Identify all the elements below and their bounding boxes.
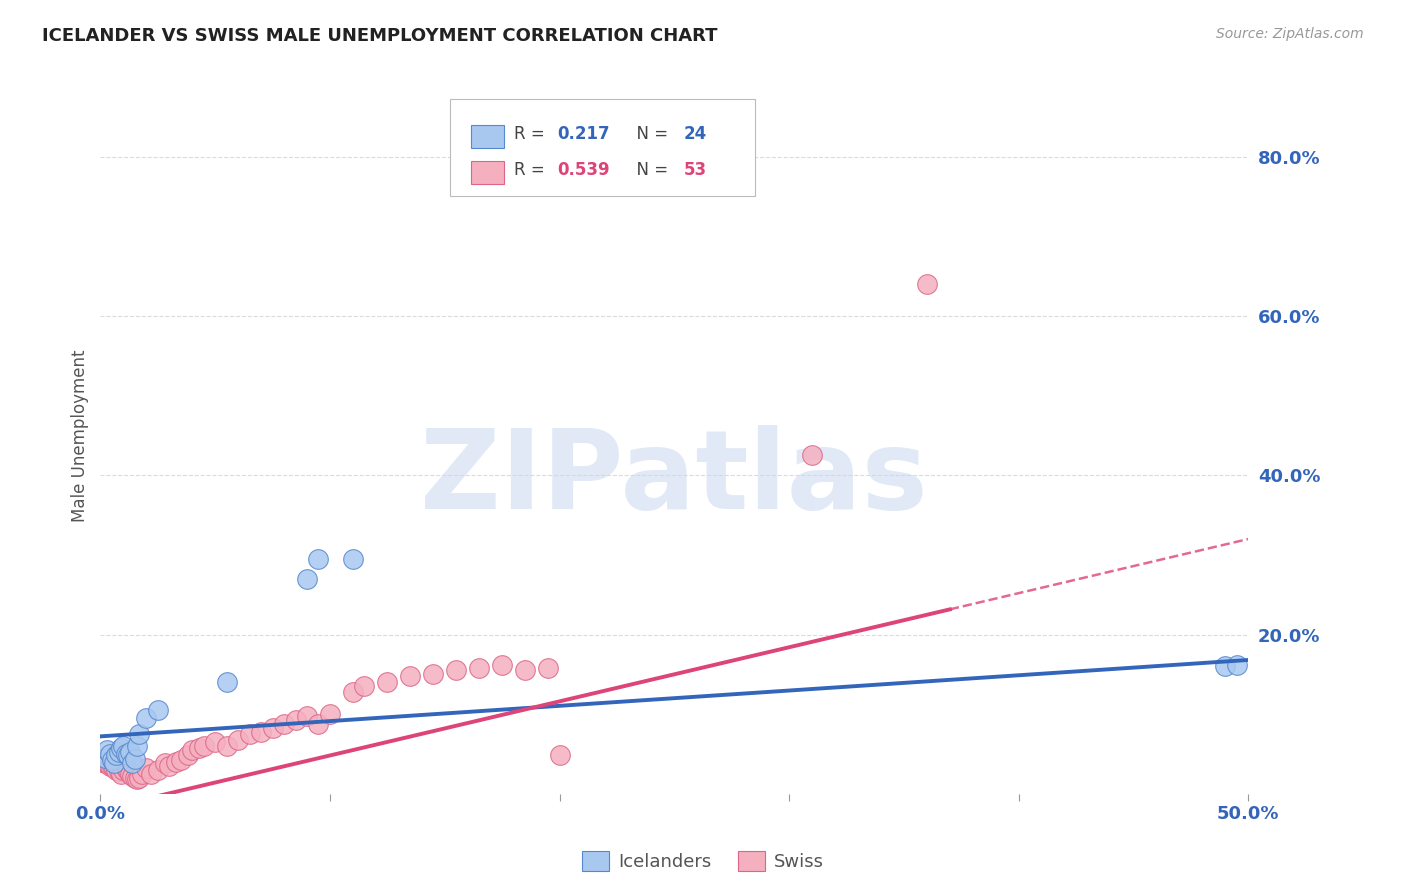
Point: [915, 277, 938, 292]
Point: [284, 714, 307, 728]
Point: [801, 449, 824, 463]
Point: [128, 727, 150, 741]
Text: 53: 53: [683, 161, 707, 179]
Text: N =: N =: [626, 125, 673, 143]
Point: [94, 751, 117, 765]
Point: [226, 732, 249, 747]
Point: [117, 764, 139, 779]
Point: [98, 747, 121, 761]
Point: [491, 657, 513, 672]
Point: [375, 675, 398, 690]
Point: [188, 740, 211, 755]
Point: [181, 743, 204, 757]
Point: [176, 748, 198, 763]
Point: [319, 707, 342, 722]
Point: [262, 722, 284, 736]
Point: [399, 669, 422, 683]
Point: [146, 763, 169, 777]
Point: [105, 763, 128, 777]
Point: [112, 763, 135, 777]
Point: [239, 727, 262, 741]
Point: [114, 747, 136, 761]
Point: [204, 735, 226, 749]
Point: [96, 743, 118, 757]
Point: [131, 766, 153, 780]
Text: Source: ZipAtlas.com: Source: ZipAtlas.com: [1216, 27, 1364, 41]
Point: [342, 685, 364, 699]
Point: [1226, 657, 1249, 672]
Text: ZIPatlas: ZIPatlas: [420, 425, 928, 532]
Point: [127, 739, 149, 753]
Point: [120, 766, 142, 780]
Point: [96, 756, 118, 771]
Point: [107, 745, 129, 759]
Point: [124, 771, 146, 785]
Point: [120, 745, 142, 759]
Point: [165, 755, 187, 769]
Point: [273, 716, 295, 731]
Text: N =: N =: [626, 161, 673, 179]
FancyBboxPatch shape: [471, 161, 505, 184]
Point: [117, 748, 139, 763]
Point: [342, 552, 364, 566]
Point: [193, 739, 215, 753]
Point: [98, 759, 121, 773]
Point: [135, 711, 157, 725]
FancyBboxPatch shape: [450, 99, 755, 195]
Point: [308, 552, 330, 566]
FancyBboxPatch shape: [471, 125, 505, 148]
Point: [146, 703, 169, 717]
Point: [94, 756, 117, 771]
Text: 24: 24: [683, 125, 707, 143]
Point: [103, 761, 125, 775]
Point: [215, 739, 238, 753]
Point: [101, 753, 124, 767]
Point: [101, 759, 124, 773]
Point: [114, 761, 136, 775]
Point: [215, 675, 238, 690]
Point: [295, 572, 318, 586]
Point: [110, 741, 132, 756]
Point: [468, 661, 491, 675]
Legend: Icelanders, Swiss: Icelanders, Swiss: [575, 844, 831, 879]
Point: [110, 766, 132, 780]
Point: [139, 766, 162, 780]
Text: 0.217: 0.217: [557, 125, 610, 143]
Point: [128, 771, 150, 785]
Text: ICELANDER VS SWISS MALE UNEMPLOYMENT CORRELATION CHART: ICELANDER VS SWISS MALE UNEMPLOYMENT COR…: [42, 27, 717, 45]
Point: [444, 663, 467, 677]
Point: [548, 748, 571, 763]
Point: [537, 661, 560, 675]
Point: [105, 748, 128, 763]
Point: [135, 761, 157, 775]
Point: [422, 667, 444, 681]
Point: [308, 716, 330, 731]
Point: [124, 752, 146, 766]
Point: [170, 753, 193, 767]
Text: R =: R =: [513, 125, 550, 143]
Point: [103, 756, 125, 771]
Point: [353, 679, 375, 693]
Point: [91, 755, 114, 769]
Text: 0.539: 0.539: [557, 161, 610, 179]
Point: [127, 772, 149, 787]
Point: [1215, 659, 1237, 673]
Point: [295, 708, 318, 723]
Point: [121, 769, 143, 783]
Point: [250, 724, 273, 739]
Point: [107, 764, 129, 779]
Point: [153, 756, 176, 771]
Point: [157, 759, 180, 773]
Point: [121, 756, 143, 771]
Y-axis label: Male Unemployment: Male Unemployment: [72, 350, 89, 522]
Text: R =: R =: [513, 161, 550, 179]
Point: [112, 739, 135, 753]
Point: [513, 663, 536, 677]
